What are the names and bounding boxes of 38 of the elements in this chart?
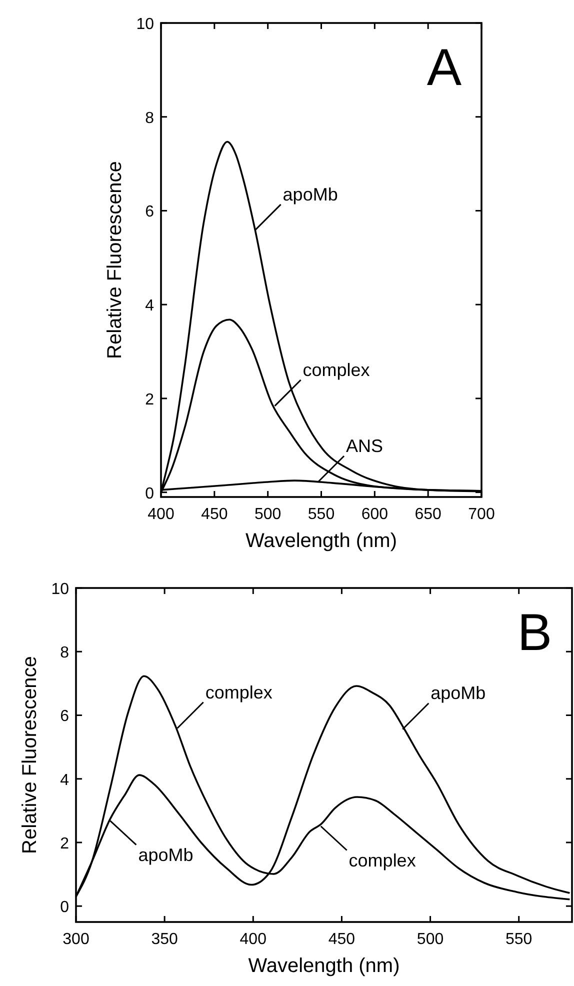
x-tick-label: 400 xyxy=(240,931,267,948)
x-tick-label: 700 xyxy=(468,506,495,523)
x-tick-label: 500 xyxy=(416,931,444,948)
x-axis-title: Wavelength (nm) xyxy=(245,530,398,552)
y-tick-label: 10 xyxy=(136,16,154,33)
x-tick-label: 450 xyxy=(201,506,228,523)
y-tick-label: 6 xyxy=(60,708,70,726)
x-tick-label: 300 xyxy=(62,931,90,948)
y-tick-label: 4 xyxy=(145,298,154,315)
x-tick-label: 600 xyxy=(361,506,388,523)
x-tick-label: 500 xyxy=(254,506,282,523)
annotation: apoMb xyxy=(138,844,194,865)
y-tick-label: 0 xyxy=(145,485,154,502)
x-tick-label: 650 xyxy=(414,506,442,523)
x-axis-title: Wavelength (nm) xyxy=(248,955,400,977)
annotation: complex xyxy=(348,850,416,870)
y-axis-title: Relative Fluorescence xyxy=(104,161,126,359)
annotation: B xyxy=(517,604,552,662)
x-tick-label: 550 xyxy=(506,931,532,948)
y-tick-label: 8 xyxy=(145,110,154,127)
annotation: complex xyxy=(302,360,370,380)
annotation: apoMb xyxy=(430,683,486,704)
x-tick-label: 450 xyxy=(328,931,356,948)
y-tick-label: 10 xyxy=(51,581,70,598)
annotation: apoMb xyxy=(282,184,338,204)
annotation: complex xyxy=(205,682,272,702)
y-tick-label: 6 xyxy=(145,204,154,221)
x-tick-label: 350 xyxy=(151,931,178,948)
x-tick-label: 400 xyxy=(148,506,174,523)
y-axis-title: Relative Fluorescence xyxy=(19,656,41,854)
y-tick-label: 8 xyxy=(60,644,70,662)
annotation: A xyxy=(426,39,462,97)
y-tick-label: 0 xyxy=(60,899,70,916)
y-tick-label: 2 xyxy=(145,391,154,408)
x-tick-label: 550 xyxy=(308,506,335,523)
y-tick-label: 4 xyxy=(60,772,70,789)
y-tick-label: 2 xyxy=(60,835,70,852)
annotation: ANS xyxy=(346,436,384,456)
